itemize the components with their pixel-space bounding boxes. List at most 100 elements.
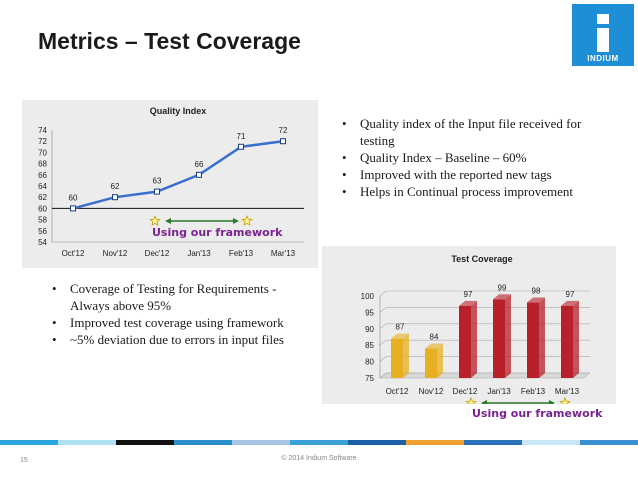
bar-top [527,297,545,303]
star-icon [149,214,161,226]
bar [425,348,437,378]
strip-segment [348,440,407,445]
data-point [70,205,76,212]
bar-side [471,300,477,378]
bar [561,305,573,378]
slide-title: Metrics – Test Coverage [38,28,301,54]
bar-top [425,343,443,349]
logo-i-dot [597,14,609,24]
coverage-chart-panel: Test Coverage 75 80 85 90 95 100 Oct'12 Nov'12 De… [322,246,616,404]
x-tick-label: Dec'12 [453,387,478,396]
y-tick-label: 68 [38,160,47,169]
coverage-bullet: Coverage of Testing for Requirements - A… [50,280,312,314]
gridline [379,356,590,362]
quality-bullet-list: Quality index of the Input file received… [340,115,610,200]
gridline [379,290,590,297]
bar-top [391,333,409,339]
quality-bullet: Quality Index – Baseline – 60% [340,149,610,166]
bar-top [459,300,477,306]
y-tick-label: 100 [361,292,375,301]
y-tick-label: 95 [365,308,374,317]
strip-segment [580,440,638,445]
bar-top [561,300,579,306]
y-tick-label: 54 [38,238,47,247]
data-label: 98 [532,287,541,296]
y-tick-label: 74 [38,126,47,135]
quality-bullet: Improved with the reported new tags [340,166,610,183]
x-tick-label: Jan'13 [487,387,511,396]
data-label: 62 [111,182,120,191]
quality-index-chart: Quality Index 54 56 58 60 62 64 66 68 70 72 74 Oct'1… [38,106,304,258]
gridline [379,372,590,379]
x-tick-label: Nov'12 [419,387,444,396]
strip-segment [58,440,117,445]
data-label: 97 [566,290,575,299]
x-tick-label: Mar'13 [271,249,296,258]
data-label: 84 [430,332,439,341]
bar-side [403,333,409,378]
logo-i-bar [597,28,609,52]
test-coverage-chart: Test Coverage 75 80 85 90 95 100 Oct'12 Nov'12 De… [361,254,591,404]
y-tick-label: 70 [38,148,47,157]
coverage-framework-annotation: Using our framework [472,407,603,420]
x-tick-label: Oct'12 [62,249,85,258]
strip-segment [406,440,465,445]
bar-side [539,297,545,378]
chart-title: Test Coverage [451,254,512,264]
data-label: 60 [69,193,78,202]
x-tick-label: Nov'12 [103,249,128,258]
data-label: 99 [498,283,507,292]
bar [493,299,505,378]
coverage-bullet-list: Coverage of Testing for Requirements - A… [50,280,312,348]
footer-color-strip [0,440,638,445]
data-label: 97 [464,290,473,299]
star-icon [465,396,477,404]
data-point [112,194,118,201]
bar-side [573,300,579,378]
coverage-bullet: Improved test coverage using framework [50,314,312,331]
y-tick-label: 72 [38,137,47,146]
star-icon [559,396,571,404]
x-tick-label: Feb'13 [521,387,546,396]
x-tick-label: Jan'13 [187,249,211,258]
y-tick-label: 60 [38,204,47,213]
y-tick-label: 56 [38,227,47,236]
bar-side [437,343,443,378]
bar [527,302,539,378]
strip-segment [0,440,59,445]
data-point [238,143,244,150]
gridline [379,339,590,346]
data-label: 66 [195,160,204,169]
strip-segment [522,440,581,445]
y-tick-label: 66 [38,171,47,180]
indium-logo: INDIUM [572,4,634,66]
data-point [154,188,160,195]
y-tick-label: 85 [365,341,374,350]
y-tick-label: 90 [365,325,374,334]
y-tick-label: 58 [38,216,47,225]
x-tick-label: Mar'13 [555,387,580,396]
strip-segment [464,440,523,445]
bar [391,338,403,378]
y-tick-label: 62 [38,193,47,202]
x-tick-label: Dec'12 [145,249,170,258]
quality-framework-annotation: Using our framework [152,226,283,239]
y-tick-label: 75 [365,374,374,383]
data-point [280,138,286,145]
data-label: 72 [279,126,288,135]
strip-segment [290,440,349,445]
chart-title: Quality Index [150,106,207,116]
framework-arrow-head-right [233,218,239,224]
data-label: 71 [237,132,246,141]
bar-top [493,294,511,300]
quality-bullet: Quality index of the Input file received… [340,115,610,149]
framework-arrow-head-right [549,400,555,404]
strip-segment [174,440,233,445]
page-number: 15 [20,457,28,464]
y-tick-label: 80 [365,358,374,367]
star-icon [241,214,253,226]
bar-side [505,294,511,378]
x-tick-label: Oct'12 [386,387,409,396]
logo-text: INDIUM [587,54,619,63]
chart-floor [379,372,591,379]
